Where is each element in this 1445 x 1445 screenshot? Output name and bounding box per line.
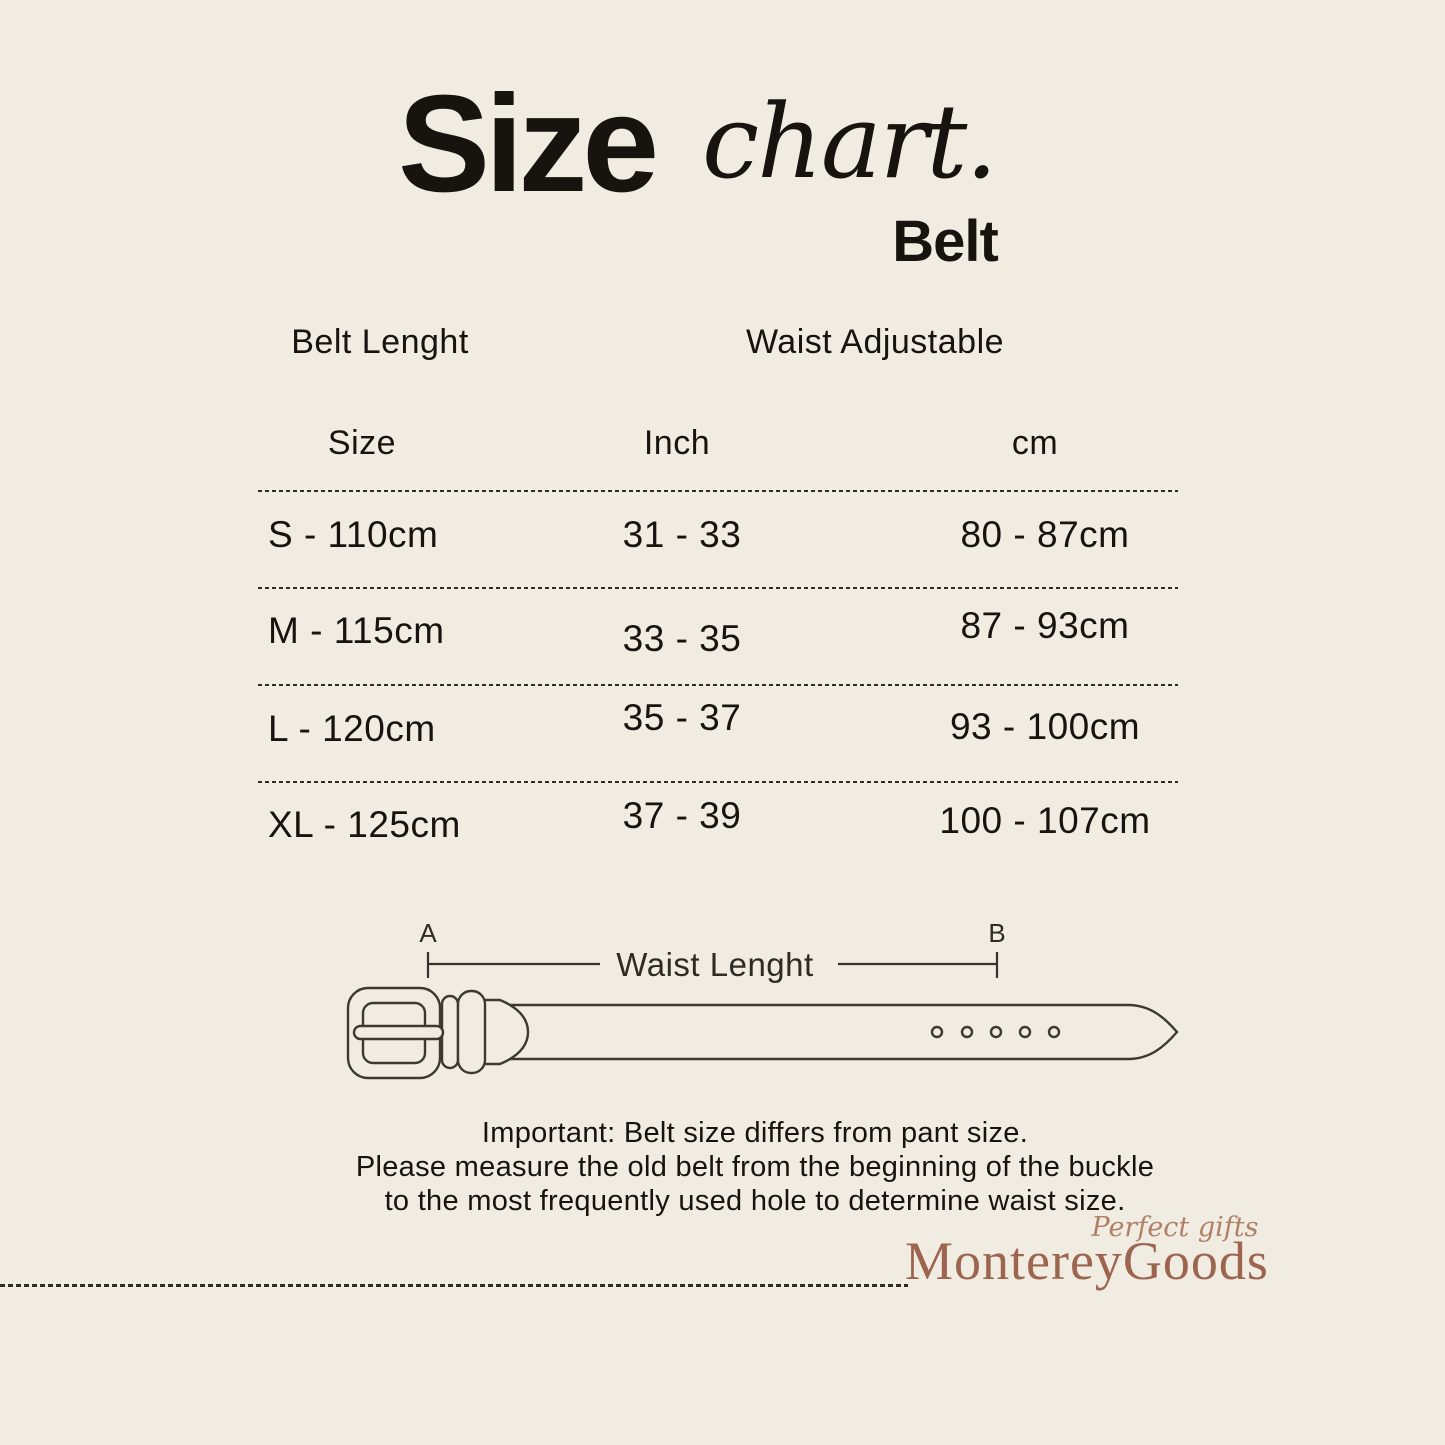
inch-cell: 31 - 33 (622, 514, 742, 555)
row-separator (258, 587, 1178, 589)
belt-holes (930, 1025, 1061, 1039)
measurement-line (426, 952, 999, 978)
buckle-prong (352, 1024, 445, 1041)
inch-cell: 33 - 35 (622, 618, 742, 659)
belt-strap (478, 1003, 1179, 1061)
belt-length-header: Belt Lenght (291, 323, 469, 361)
page-title: Size (398, 67, 659, 221)
brand-name: MontereyGoods (905, 1231, 1269, 1291)
marker-b-label: B (988, 918, 1005, 948)
brand-tagline: Perfect gifts (1091, 1212, 1259, 1243)
belt-keeper (456, 989, 487, 1075)
belt-diagram: A B Waist Lenght (346, 918, 1179, 1080)
footer-dashed-line (0, 1284, 908, 1287)
page-subtitle-belt: Belt (892, 209, 999, 274)
belt-illustration (346, 986, 1179, 1080)
page-title-script: chart. (702, 83, 998, 202)
inch-cell: 35 - 37 (622, 697, 742, 738)
cm-cell: 87 - 93cm (960, 605, 1130, 646)
size-cell: M - 115cm (268, 610, 445, 651)
waist-length-label: Waist Lenght (616, 946, 813, 983)
column-header-inch: Inch (643, 424, 711, 462)
marker-a-label: A (419, 918, 437, 948)
size-cell: S - 110cm (268, 514, 439, 555)
belt-fold-strip (440, 994, 460, 1070)
note-line: Please measure the old belt from the beg… (355, 1151, 1155, 1183)
cm-cell: 100 - 107cm (939, 800, 1151, 841)
row-separator (258, 781, 1178, 783)
column-header-cm: cm (1011, 424, 1059, 462)
note-line: Important: Belt size differs from pant s… (481, 1117, 1029, 1149)
inch-cell: 37 - 39 (622, 795, 742, 836)
row-separator (258, 684, 1178, 686)
size-cell: L - 120cm (268, 708, 436, 749)
cm-cell: 80 - 87cm (960, 514, 1130, 555)
column-header-size: Size (327, 424, 397, 462)
cm-cell: 93 - 100cm (949, 706, 1141, 747)
important-note: Important: Belt size differs from pant s… (355, 1116, 1155, 1218)
belt-tip-fold (474, 998, 530, 1066)
note-line: to the most frequently used hole to dete… (384, 1185, 1126, 1217)
size-cell: XL - 125cm (268, 804, 461, 845)
waist-adjustable-header: Waist Adjustable (745, 323, 1005, 361)
row-separator (258, 490, 1178, 492)
